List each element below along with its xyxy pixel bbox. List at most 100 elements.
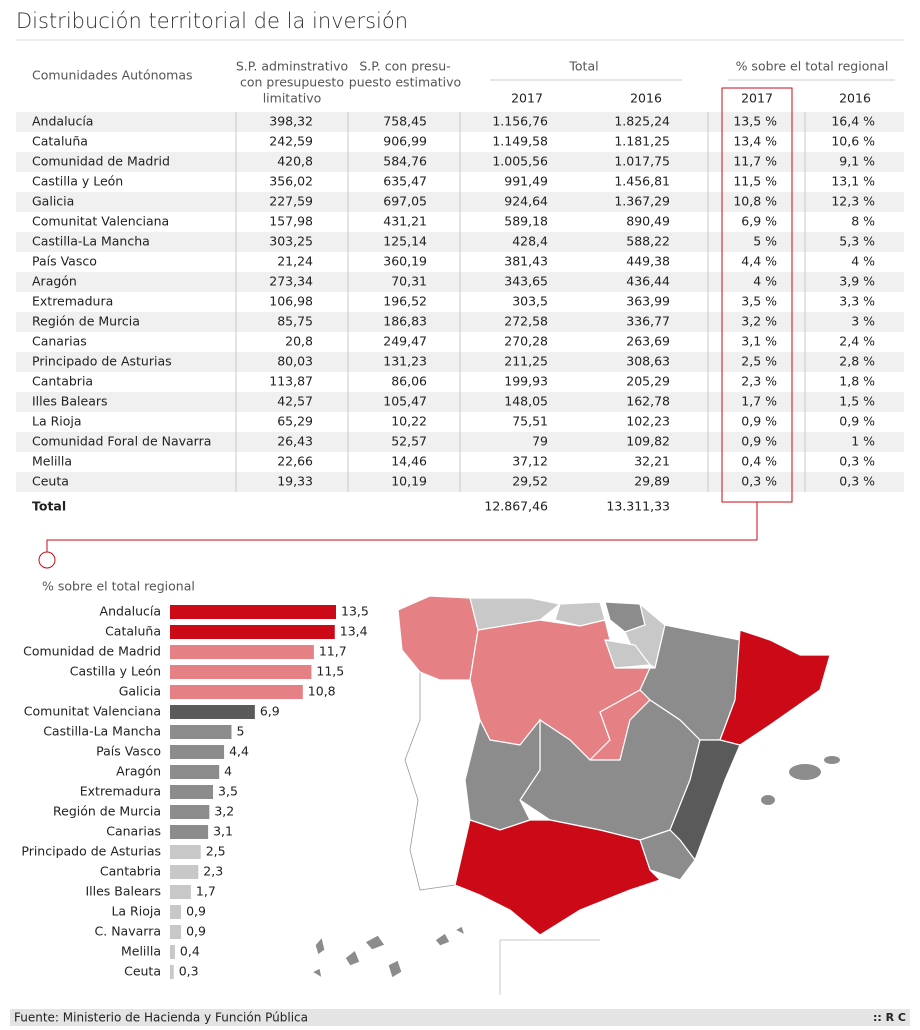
cell: 1.149,58 [492,134,548,149]
cell: 80,03 [277,354,313,369]
category-label: C. Navarra [95,924,161,939]
cell: 0,3 % [839,474,875,489]
cell: La Rioja [32,414,82,429]
canarias-frame [499,939,600,995]
value-label: 3,2 [214,804,234,819]
cell: 85,75 [277,314,313,329]
cell: 75,51 [512,414,548,429]
value-label: 2,5 [206,844,226,859]
value-label: 10,8 [308,684,336,699]
cell: 0,4 % [741,454,777,469]
cell: 303,5 [512,294,548,309]
cell: 5 % [753,234,777,249]
header: limitativo [263,91,322,106]
cell: 1.181,25 [614,134,670,149]
cell: Principado de Asturias [32,354,172,369]
cell: 249,47 [383,334,427,349]
cell: País Vasco [32,254,97,269]
bar [170,845,201,859]
source: Fuente: Ministerio de Hacienda y Función… [14,1011,308,1025]
category-label: Cataluña [105,624,161,639]
cell: 1.156,76 [492,114,548,129]
value-label: 13,5 [341,604,369,619]
header: con presupuesto [240,75,344,90]
cell: 21,24 [277,254,313,269]
cell: Región de Murcia [32,314,140,329]
value-label: 3,5 [218,784,238,799]
value-label: 13,4 [340,624,368,639]
cell: 3 % [851,314,875,329]
cell: 436,44 [626,274,670,289]
cell: Illes Balears [32,394,108,409]
bar [170,905,182,919]
cell: 272,58 [504,314,548,329]
cell: 113,87 [269,374,313,389]
cell: 363,99 [626,294,670,309]
cell: 37,12 [512,454,548,469]
cell: 1,8 % [839,374,875,389]
cell: 22,66 [277,454,313,469]
bar [170,785,214,799]
cell: 0,9 % [839,414,875,429]
category-label: Comunitat Valenciana [24,704,161,719]
cell: 196,52 [383,294,427,309]
cell: 4,4 % [741,254,777,269]
cell: 11,5 % [733,174,777,189]
cell: 2,5 % [741,354,777,369]
cell: 105,47 [383,394,427,409]
value-label: 4 [224,764,232,779]
cell: 0,3 % [741,474,777,489]
cell: 148,05 [504,394,548,409]
cell: 381,43 [504,254,548,269]
bar [170,825,209,839]
cell: 449,38 [626,254,670,269]
bar [170,745,225,759]
total-cell: 13.311,33 [606,499,670,514]
cell: 5,3 % [839,234,875,249]
cell: 3,2 % [741,314,777,329]
cell: 6,9 % [741,214,777,229]
cell: 1.825,24 [614,114,670,129]
cell: 3,5 % [741,294,777,309]
cell: 70,31 [391,274,427,289]
cell: 205,29 [626,374,670,389]
galicia [397,595,479,681]
cell: 86,06 [391,374,427,389]
cell: 16,4 % [831,114,875,129]
value-label: 0,9 [186,924,206,939]
header: S.P. adminstrativo [236,59,348,74]
cell: 758,45 [383,114,427,129]
cell: 10,19 [391,474,427,489]
cell: 102,23 [626,414,670,429]
cell: 12,3 % [831,194,875,209]
canarias [310,925,467,980]
category-label: Galicia [119,684,161,699]
bar [170,945,175,959]
cell: 428,4 [512,234,548,249]
cell: Castilla y León [32,174,123,189]
value-label: 0,9 [186,904,206,919]
cell: 1.456,81 [614,174,670,189]
cell: 9,1 % [839,154,875,169]
cell: 26,43 [277,434,313,449]
cell: 186,83 [383,314,427,329]
cell: 303,25 [269,234,313,249]
header: 2017 [741,91,773,106]
cell: 13,4 % [733,134,777,149]
cell: 13,5 % [733,114,777,129]
cell: Comunidad de Madrid [32,154,170,169]
connector-dot [38,551,56,569]
mallorca [789,764,821,780]
cell: 2,8 % [839,354,875,369]
cell: 584,76 [383,154,427,169]
cell: 1,7 % [741,394,777,409]
cell: 125,14 [383,234,427,249]
cell: 697,05 [383,194,427,209]
chart-title: % sobre el total regional [42,579,195,594]
title: Distribución territorial de la inversión [16,9,408,33]
cell: 0,3 % [839,454,875,469]
cell: 79 [532,434,548,449]
cell: 3,1 % [741,334,777,349]
ibiza [761,795,775,805]
andalucia [454,819,662,936]
